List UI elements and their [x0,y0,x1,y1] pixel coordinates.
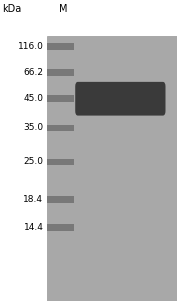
Text: 116.0: 116.0 [18,42,43,51]
Bar [47,95,74,102]
Bar [47,69,74,76]
Bar [47,43,74,50]
Text: M: M [59,4,67,14]
Text: 35.0: 35.0 [23,123,43,132]
Text: 18.4: 18.4 [23,195,43,204]
Text: 25.0: 25.0 [23,157,43,166]
Bar [47,224,74,231]
Bar [47,125,74,131]
Text: kDa: kDa [2,4,21,14]
Text: 45.0: 45.0 [23,94,43,103]
Bar [47,36,177,301]
Bar [47,196,74,203]
Text: 14.4: 14.4 [24,223,43,232]
Text: 66.2: 66.2 [23,68,43,77]
FancyBboxPatch shape [75,82,165,116]
Bar [47,159,74,165]
